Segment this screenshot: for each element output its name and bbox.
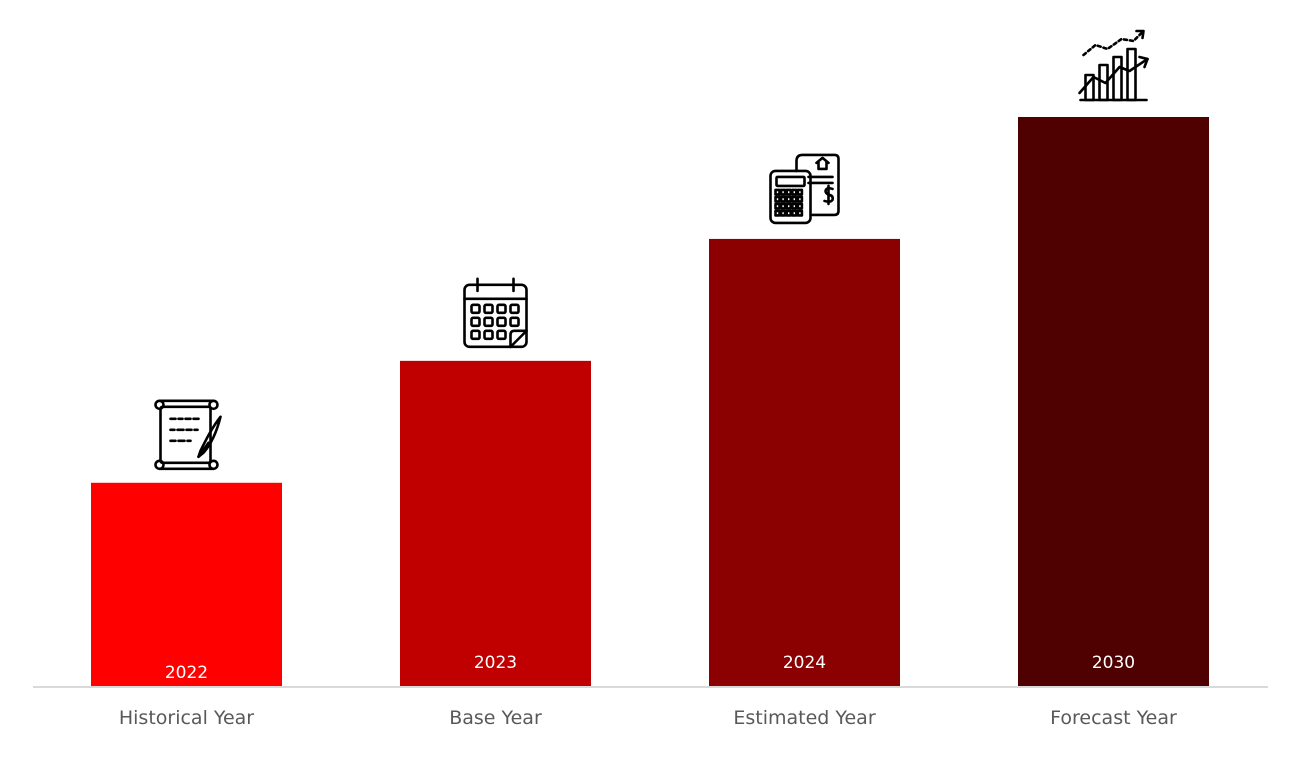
growth-chart-icon	[1078, 29, 1149, 102]
icons-group	[154, 29, 1149, 471]
calendar-icon	[463, 277, 528, 349]
category-label-estimated-year: Estimated Year	[733, 707, 875, 729]
category-labels-group: Historical Year Base Year Estimated Year Fo…	[119, 707, 1177, 729]
bar-estimated-year	[709, 238, 900, 686]
category-label-base-year: Base Year	[449, 707, 542, 729]
bar-label-forecast-year: 2030	[1092, 653, 1135, 673]
calculator-invoice-icon	[769, 153, 840, 225]
bar-historical-year	[91, 482, 282, 686]
bar-base-year	[400, 360, 591, 686]
bar-label-historical-year: 2022	[165, 663, 208, 683]
bar-label-estimated-year: 2024	[783, 653, 826, 673]
bar-label-base-year: 2023	[474, 653, 517, 673]
category-label-historical-year: Historical Year	[119, 707, 254, 729]
bar-forecast-year	[1018, 117, 1209, 686]
category-label-forecast-year: Forecast Year	[1050, 707, 1177, 729]
bar-labels-group: 2022 2023 2024 2030	[165, 653, 1135, 683]
scroll-quill-icon	[154, 399, 222, 471]
bars-group	[91, 117, 1209, 686]
